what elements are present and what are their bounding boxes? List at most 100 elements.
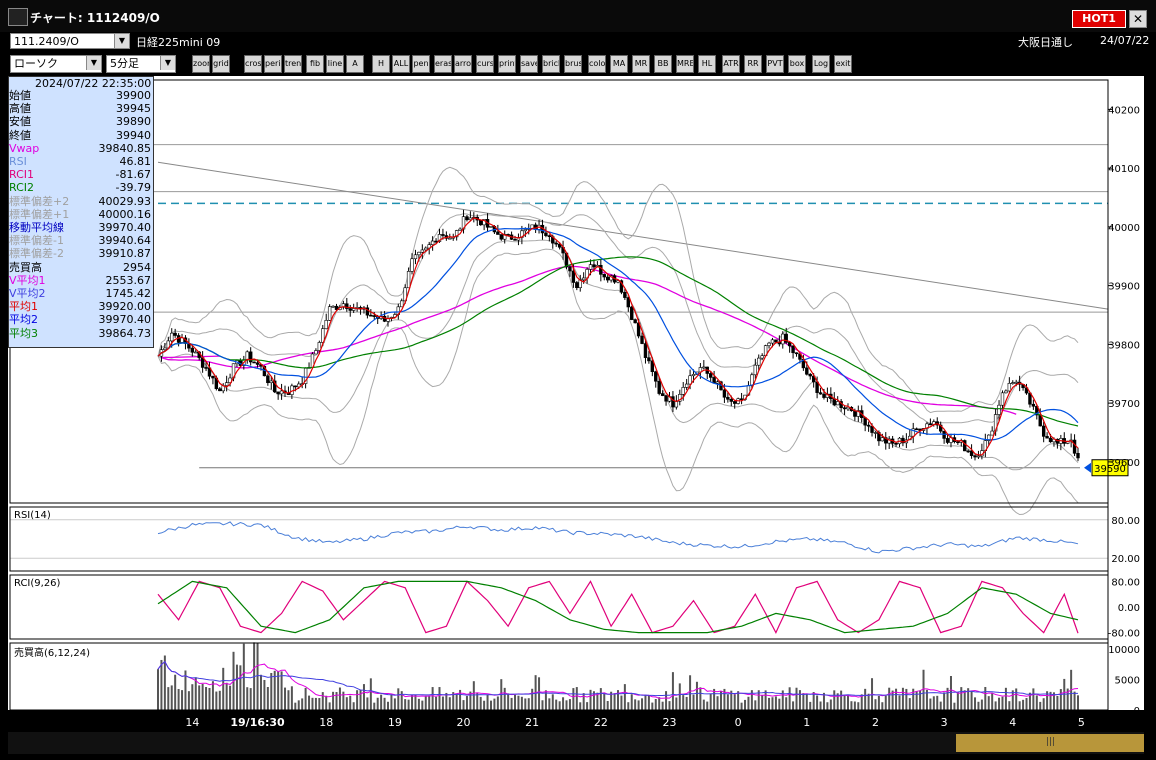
volume-bar	[308, 695, 311, 710]
interval-select[interactable]: 5分足 ▼	[106, 55, 176, 73]
tool-toolbar: ローソク ▼ 5分足 ▼ zoomgrid crossperiodtrendfib…	[8, 52, 1144, 76]
volume-bar	[719, 691, 722, 710]
tool-hl-icon[interactable]: HL	[698, 55, 716, 73]
candle-body	[441, 234, 445, 236]
volume-bar	[249, 688, 252, 710]
candle-body	[894, 443, 898, 445]
candle-body	[544, 232, 548, 236]
tool-pen-icon[interactable]: pen	[412, 55, 430, 73]
volume-bar	[441, 696, 444, 710]
volume-bar	[218, 690, 221, 710]
volume-bar	[208, 687, 211, 710]
volume-bar	[788, 687, 791, 710]
x-tick-label: 22	[594, 716, 608, 729]
rci-tick-label: 0.00	[1118, 603, 1140, 614]
tool-trend-icon[interactable]: trend	[284, 55, 302, 73]
candle-body	[173, 332, 177, 336]
candle-body	[760, 355, 764, 359]
chevron-down-icon[interactable]: ▼	[160, 56, 175, 70]
volume-bar	[623, 684, 626, 710]
candle-body	[781, 333, 785, 345]
candle-body	[465, 216, 469, 221]
candle-body	[1076, 453, 1080, 459]
volume-bar	[692, 694, 695, 710]
chevron-down-icon[interactable]: ▼	[86, 56, 101, 70]
tool-brush-icon[interactable]: brush	[564, 55, 582, 73]
volume-bar	[946, 687, 949, 710]
candle-body	[1035, 405, 1039, 416]
candle-body	[884, 437, 888, 444]
candle-body	[1004, 390, 1008, 394]
tool-cross-icon[interactable]: cross	[244, 55, 262, 73]
tool-exit-icon[interactable]: exit	[834, 55, 852, 73]
tool-cursor-icon[interactable]: cursor	[476, 55, 494, 73]
tool-atr-icon[interactable]: ATR	[722, 55, 740, 73]
tool-eraser-icon[interactable]: eraser	[434, 55, 452, 73]
x-tick-label: 21	[525, 716, 539, 729]
y-tick-label: 39600	[1108, 458, 1140, 469]
chart-type-select[interactable]: ローソク ▼	[10, 55, 102, 73]
info-label: 平均1	[9, 300, 38, 314]
tool-line-icon[interactable]: line	[326, 55, 344, 73]
volume-bar	[297, 700, 300, 710]
tool-box-icon[interactable]: box	[788, 55, 806, 73]
candle-body	[478, 219, 483, 226]
tool-a-icon[interactable]: A	[346, 55, 364, 73]
candle-body	[468, 217, 473, 221]
candle-body	[963, 440, 967, 452]
tool-print-icon[interactable]: print	[498, 55, 516, 73]
volume-bar	[857, 702, 860, 710]
tool-mre-icon[interactable]: MRE	[676, 55, 694, 73]
rci2-line	[157, 580, 1079, 634]
volume-bar	[455, 694, 458, 710]
candle-body	[599, 264, 603, 275]
tool-color-icon[interactable]: color	[588, 55, 606, 73]
title-bar: チャート: 1112409/O HOT1 ✕	[0, 0, 1156, 32]
candle-body	[163, 347, 167, 350]
tool-log-icon[interactable]: Log	[812, 55, 830, 73]
symbol-select[interactable]: 111.2409/O ▼	[10, 33, 130, 49]
volume-bar	[757, 690, 760, 710]
tool-mr-icon[interactable]: MR	[632, 55, 650, 73]
tool-grid-icon[interactable]: grid	[212, 55, 230, 73]
last-price-box	[1091, 459, 1129, 477]
tool-ma-icon[interactable]: MA	[610, 55, 628, 73]
tool-brick-icon[interactable]: brick	[542, 55, 560, 73]
candle-body	[623, 291, 627, 298]
info-value: 39840.85	[98, 141, 152, 155]
x-tick-label: 1	[803, 716, 810, 729]
hot-button[interactable]: HOT1	[1072, 10, 1126, 28]
scroll-thumb[interactable]: |||	[956, 734, 1144, 752]
volume-bar	[1011, 690, 1014, 710]
close-icon[interactable]: ✕	[1129, 10, 1147, 28]
volume-bar	[867, 693, 870, 710]
ma1-line	[157, 217, 1079, 456]
volume-bar	[932, 696, 935, 710]
tool-all-icon[interactable]: ALL	[392, 55, 410, 73]
tool-pvt-icon[interactable]: PVT	[766, 55, 784, 73]
tool-period-icon[interactable]: period	[264, 55, 282, 73]
tool-fib-icon[interactable]: fib	[306, 55, 324, 73]
tool-arrow-icon[interactable]: arrow	[454, 55, 472, 73]
candle-body	[901, 437, 905, 444]
volume-bar	[963, 690, 966, 710]
info-row: RCI2 -39.79	[9, 182, 153, 194]
info-panel: 2024/07/22 22:35:00 始値 39900 高値 39945 安値 3989…	[8, 76, 154, 348]
candle-body	[928, 423, 933, 426]
tool-h-icon[interactable]: H	[372, 55, 390, 73]
tool-zoom-icon[interactable]: zoom	[192, 55, 210, 73]
tool-save-icon[interactable]: save	[520, 55, 538, 73]
volume-bar	[448, 697, 451, 710]
time-scrollbar[interactable]: |||	[8, 732, 1144, 754]
volume-bar	[201, 683, 204, 710]
candle-body	[170, 332, 174, 342]
tool-bb-icon[interactable]: BB	[654, 55, 672, 73]
candle-body	[458, 228, 462, 231]
chevron-down-icon[interactable]: ▼	[114, 34, 129, 48]
candle-body	[647, 357, 651, 362]
tool-rr-icon[interactable]: RR	[744, 55, 762, 73]
candle-body	[571, 270, 576, 283]
info-label: 終値	[9, 128, 31, 142]
volume-bar	[263, 679, 266, 710]
